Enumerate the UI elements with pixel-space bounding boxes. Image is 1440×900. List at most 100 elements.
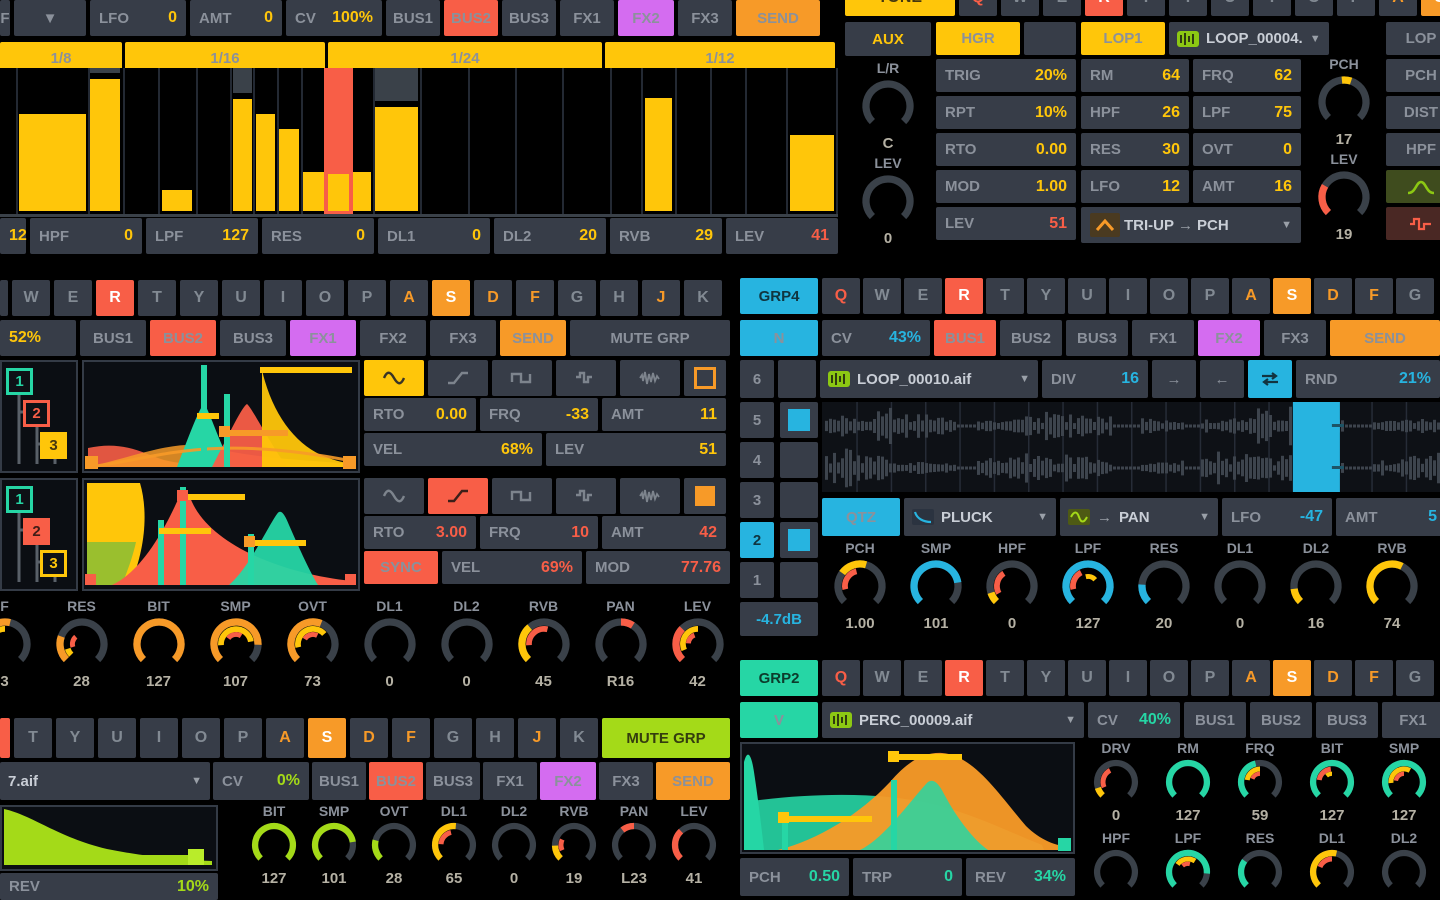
env-shape-selector[interactable]: PLUCK ▼ xyxy=(904,498,1056,536)
fx2-button[interactable]: FX2 xyxy=(1198,320,1260,356)
key-w[interactable]: W xyxy=(863,278,901,314)
bit-knob[interactable]: BIT 127 xyxy=(1296,740,1368,825)
drv-knob[interactable]: DRV 0 xyxy=(1080,740,1152,825)
key-h[interactable]: H xyxy=(476,718,514,758)
key-p[interactable]: P xyxy=(1191,278,1229,314)
frq-knob[interactable]: FRQ 59 xyxy=(1224,740,1296,825)
env2-display[interactable] xyxy=(82,478,360,591)
lane-1-toggle[interactable] xyxy=(780,562,818,598)
key-r[interactable]: R xyxy=(96,280,134,316)
seq-step-bar[interactable] xyxy=(375,107,418,211)
ramp-wave-button[interactable] xyxy=(428,360,488,396)
key-u[interactable]: U xyxy=(222,280,260,316)
ovt-knob[interactable]: OVT 73 xyxy=(274,598,351,691)
rto-field[interactable]: RTO 3.00 xyxy=(364,516,476,549)
env-node-2[interactable]: 2 xyxy=(23,518,50,545)
env1-node-diagram[interactable]: 1 2 3 xyxy=(0,360,78,473)
env1-display[interactable] xyxy=(82,360,360,473)
key-cut[interactable] xyxy=(0,718,10,758)
fx2-button[interactable]: FX2 xyxy=(540,762,596,800)
waveform-display[interactable] xyxy=(822,402,1440,492)
bus2-button[interactable]: BUS2 xyxy=(369,762,423,800)
lfo-field[interactable]: LFO -47 xyxy=(1222,498,1332,536)
square-wave-button[interactable] xyxy=(492,478,552,514)
seq-step-bar[interactable] xyxy=(353,172,371,211)
vel-field[interactable]: VEL 68% xyxy=(364,433,542,466)
lane-5-toggle[interactable] xyxy=(780,402,818,438)
key-e[interactable]: E xyxy=(904,278,942,314)
lfo-field[interactable]: LFO 0 xyxy=(90,0,186,36)
lfo-dest-selector[interactable]: → PAN ▼ xyxy=(1060,498,1218,536)
frq-field[interactable]: FRQ 62 xyxy=(1193,59,1301,92)
key-r[interactable]: R xyxy=(1085,0,1123,16)
bus3-button[interactable]: BUS3 xyxy=(220,320,286,356)
env2-node-diagram[interactable]: 1 2 3 xyxy=(0,478,78,591)
voice-mode-button[interactable]: V xyxy=(740,702,818,738)
key-o[interactable]: O xyxy=(1295,0,1333,16)
key-f[interactable]: F xyxy=(1355,278,1393,314)
pch-knob[interactable]: PCH 17 xyxy=(1306,56,1382,149)
mod-field[interactable]: MOD 1.00 xyxy=(936,170,1076,203)
pch-knob[interactable]: PCH 1.00 xyxy=(822,540,898,633)
seq-step-bar[interactable] xyxy=(256,114,275,211)
key-q[interactable]: Q xyxy=(822,660,860,696)
key-p[interactable]: P xyxy=(224,718,262,758)
key-y[interactable]: Y xyxy=(180,280,218,316)
key-d[interactable]: D xyxy=(350,718,388,758)
sine-wave-button[interactable] xyxy=(364,478,424,514)
dl2-knob[interactable]: DL2 0 xyxy=(428,598,505,691)
loop-file-selector[interactable]: LOOP_00010.aif ▼ xyxy=(820,360,1038,398)
bell-curve-button[interactable] xyxy=(1386,170,1440,203)
key-f[interactable]: F xyxy=(1355,660,1393,696)
rvb-knob[interactable]: RVB 19 xyxy=(544,803,604,888)
qtz-button[interactable]: QTZ xyxy=(822,498,900,536)
hold-button[interactable] xyxy=(684,360,726,396)
key-e[interactable]: E xyxy=(1043,0,1081,16)
lev-knob[interactable]: LEV 42 xyxy=(659,598,736,691)
key-t[interactable]: T xyxy=(14,718,52,758)
rto-field[interactable]: RTO 0.00 xyxy=(936,133,1076,166)
key-g[interactable]: G xyxy=(558,280,596,316)
lane-4[interactable]: 4 xyxy=(740,442,774,478)
res-knob[interactable]: RES 28 xyxy=(43,598,120,691)
dl2-knob[interactable]: DL2 16 xyxy=(1278,540,1354,633)
lop1-button[interactable]: LOP1 xyxy=(1081,22,1165,55)
hold-button[interactable] xyxy=(684,478,726,514)
key-d[interactable]: D xyxy=(1314,660,1352,696)
key-p[interactable]: P xyxy=(1337,0,1375,16)
fx3-button[interactable]: FX3 xyxy=(599,762,653,800)
dl1-field[interactable]: DL1 0 xyxy=(378,218,490,254)
lane-6-toggle[interactable] xyxy=(778,360,816,398)
lev-field[interactable]: LEV 51 xyxy=(546,433,726,466)
rvb-knob[interactable]: RVB 74 xyxy=(1354,540,1430,633)
cut-button[interactable]: F xyxy=(0,0,10,36)
amt-field[interactable]: AMT 42 xyxy=(602,516,726,549)
amt-field[interactable]: AMT 0 xyxy=(190,0,282,36)
bus3-button[interactable]: BUS3 xyxy=(1066,320,1128,356)
dl1-knob[interactable]: DL1 65 xyxy=(424,803,484,888)
key-cut[interactable] xyxy=(0,280,8,316)
lane-4-toggle[interactable] xyxy=(780,442,818,478)
smp-knob[interactable]: SMP 101 xyxy=(304,803,364,888)
gain-readout[interactable]: -4.7dB xyxy=(740,602,818,636)
grp2-env-display[interactable] xyxy=(740,742,1075,854)
rev-field[interactable]: REV 34% xyxy=(966,858,1075,896)
key-s[interactable]: S xyxy=(432,280,470,316)
key-q[interactable]: Q xyxy=(822,278,860,314)
key-e[interactable]: E xyxy=(904,660,942,696)
hpf-knob[interactable]: HPF xyxy=(1080,830,1152,900)
seq-step-bar[interactable] xyxy=(162,190,192,211)
res-knob[interactable]: RES xyxy=(1224,830,1296,900)
pch-field[interactable]: PCH 0.50 xyxy=(740,858,849,896)
env-node-1[interactable]: 1 xyxy=(6,368,33,395)
hpf-knob[interactable]: HPF 0 xyxy=(974,540,1050,633)
bus2-button[interactable]: BUS2 xyxy=(444,0,498,36)
bit-knob[interactable]: BIT 127 xyxy=(120,598,197,691)
dl2-knob[interactable]: DL2 0 xyxy=(484,803,544,888)
vel-field[interactable]: VEL 69% xyxy=(442,551,582,584)
div-field[interactable]: DIV 16 xyxy=(1042,360,1148,398)
env-node-3[interactable]: 3 xyxy=(40,432,67,459)
lane-3[interactable]: 3 xyxy=(740,482,774,518)
lane-2-toggle[interactable] xyxy=(780,522,818,558)
noise-wave-button[interactable] xyxy=(620,360,680,396)
